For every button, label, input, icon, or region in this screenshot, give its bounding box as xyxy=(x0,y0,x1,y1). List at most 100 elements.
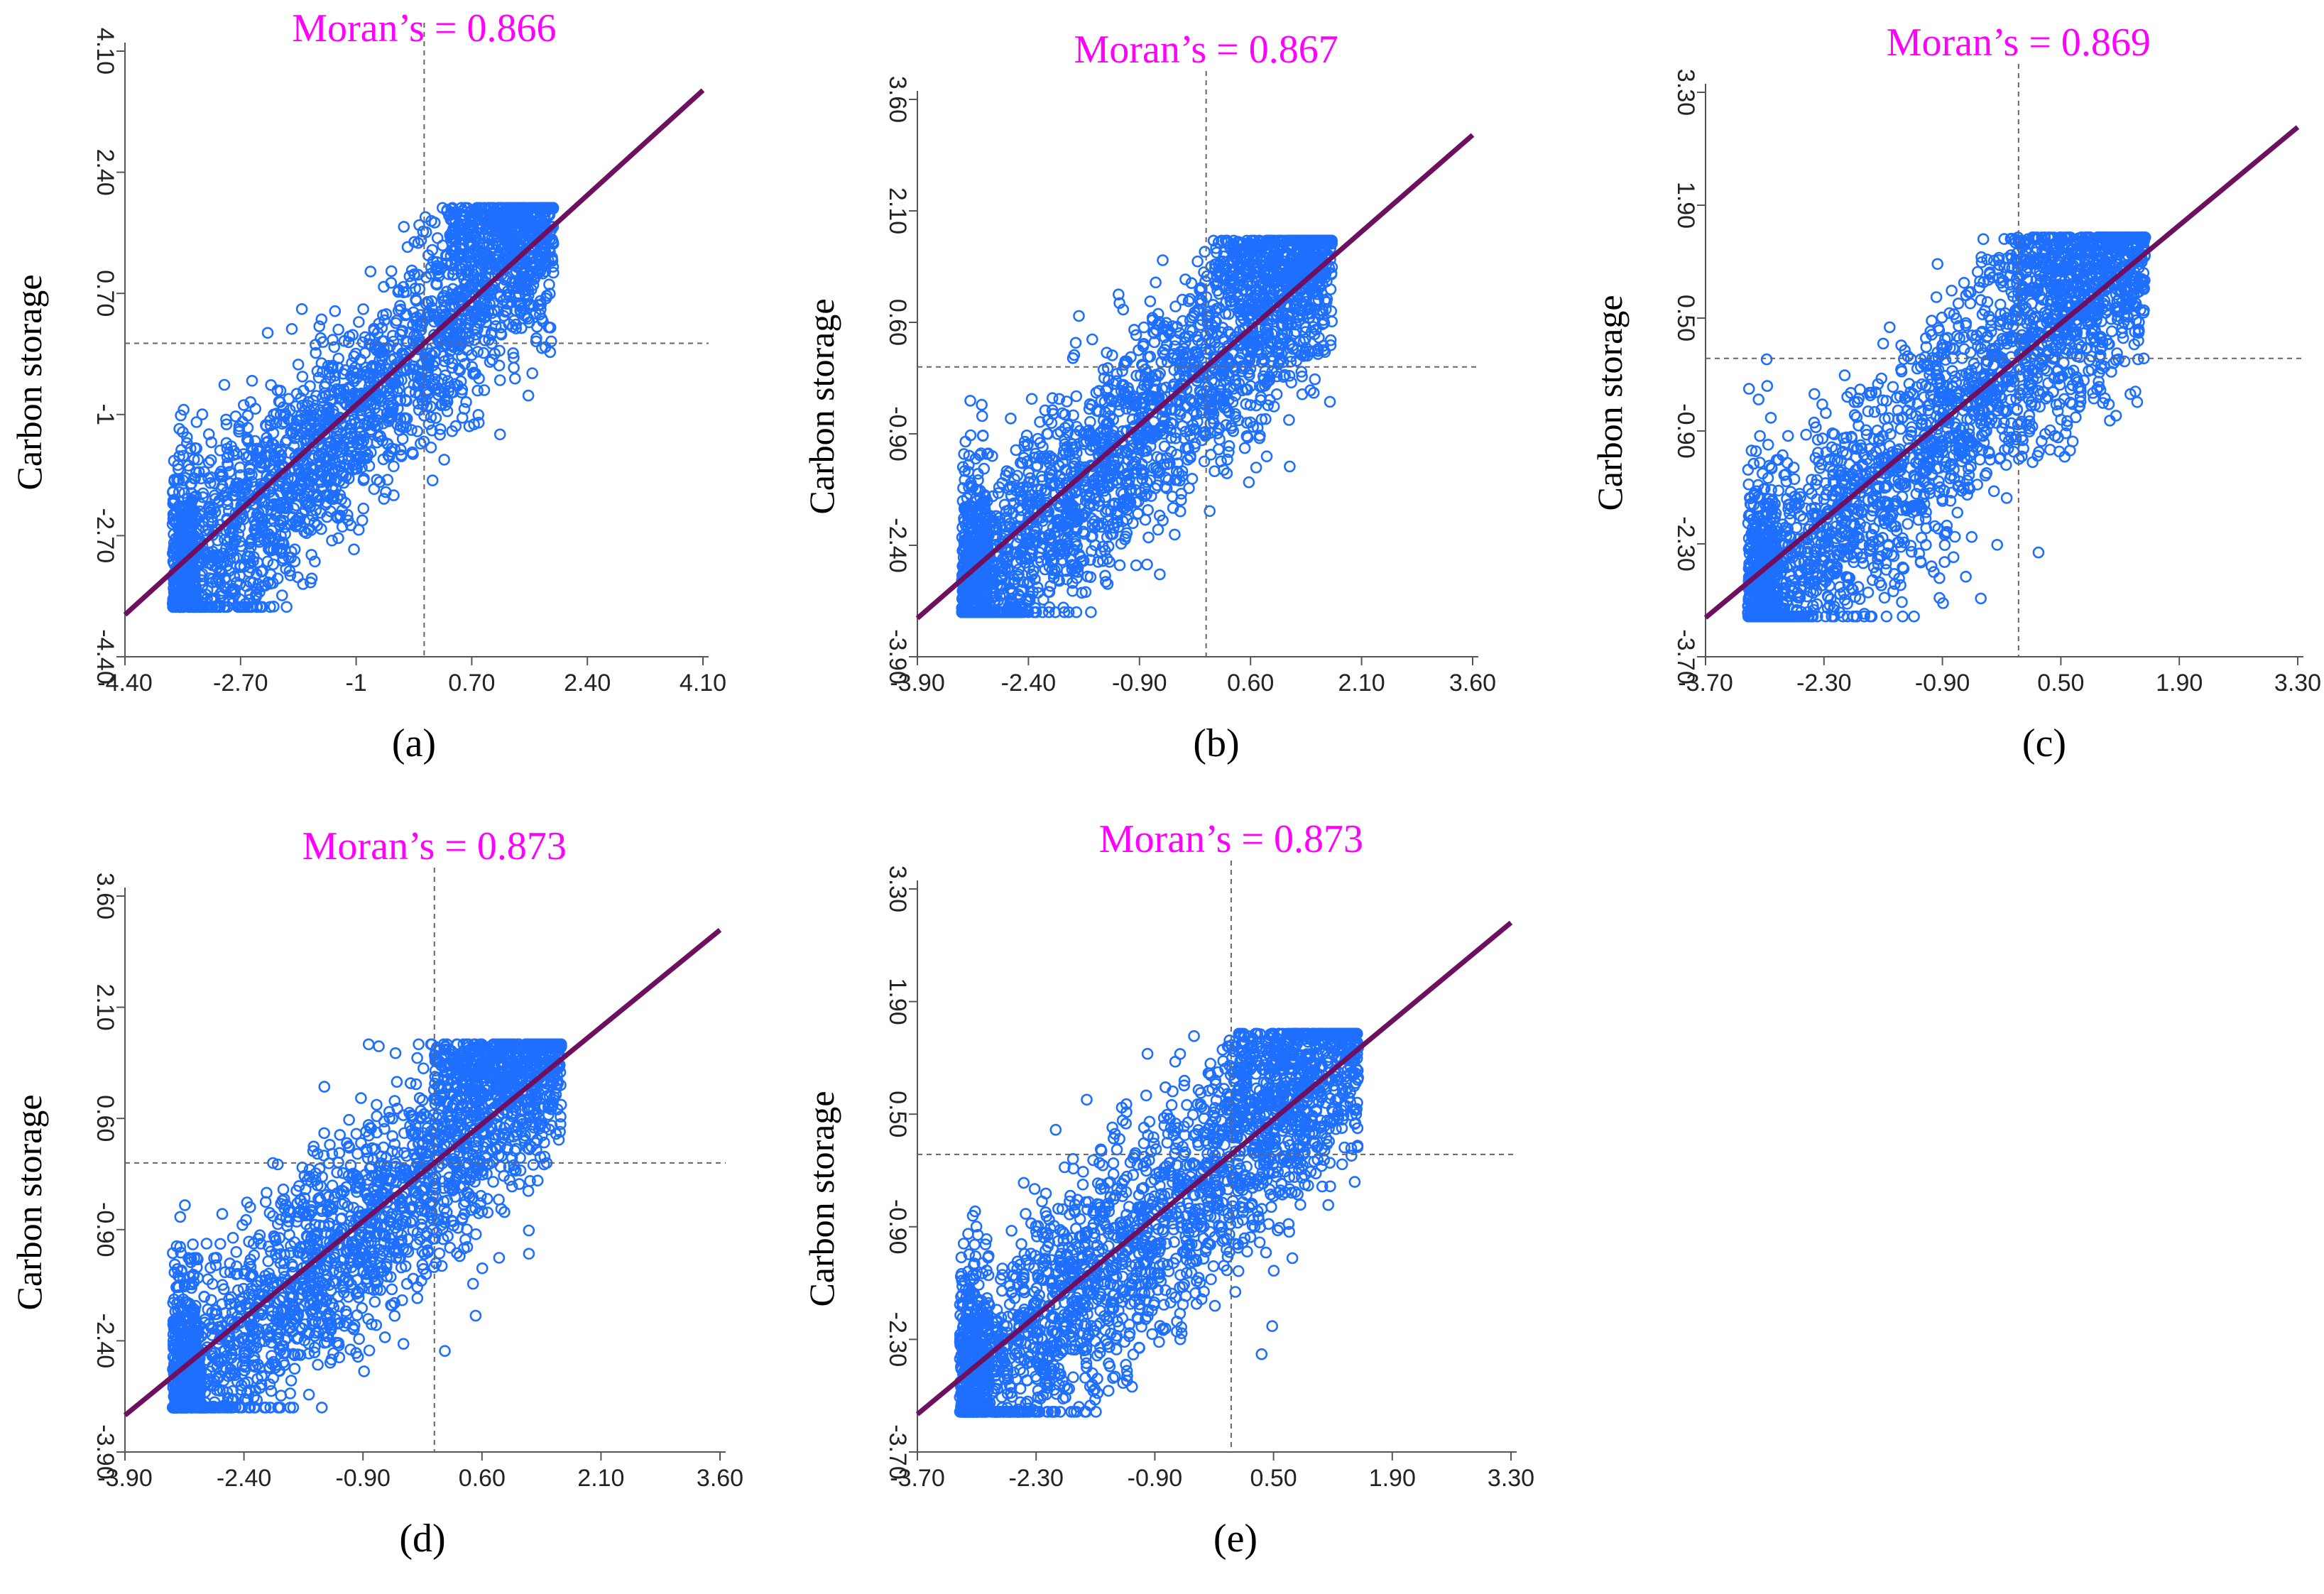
y-tick-label: -2.70 xyxy=(92,508,119,564)
data-point xyxy=(1284,462,1294,471)
data-point xyxy=(1155,569,1164,579)
data-point xyxy=(277,591,287,601)
data-point xyxy=(359,304,369,314)
x-tick-label: 3.60 xyxy=(1449,670,1496,697)
data-point xyxy=(1071,338,1081,348)
data-point xyxy=(1011,445,1021,455)
data-point xyxy=(176,445,186,455)
data-point xyxy=(287,324,297,334)
data-point xyxy=(1074,311,1084,321)
data-point xyxy=(1145,296,1155,306)
data-point xyxy=(1169,530,1179,540)
y-tick-label: 4.10 xyxy=(92,28,119,75)
x-tick-label: -2.40 xyxy=(1001,670,1057,697)
data-point xyxy=(1086,607,1096,617)
data-point xyxy=(473,386,483,395)
data-point xyxy=(462,397,471,407)
data-point xyxy=(1158,256,1168,266)
data-point xyxy=(1272,389,1282,399)
data-point xyxy=(334,533,344,543)
y-tick-label: -3.90 xyxy=(884,629,911,684)
data-point xyxy=(1071,391,1081,401)
chart-title: Moran’s = 0.866 xyxy=(292,6,556,50)
data-point xyxy=(1133,508,1143,518)
data-point xyxy=(427,476,437,486)
y-tick-label: 0.60 xyxy=(884,299,911,346)
data-point xyxy=(1027,394,1037,404)
data-point xyxy=(219,380,229,390)
data-point xyxy=(204,458,214,468)
data-point xyxy=(1052,429,1062,439)
data-point xyxy=(977,400,987,410)
data-point xyxy=(479,348,489,358)
data-point xyxy=(1144,533,1154,542)
y-tick-label: -0.90 xyxy=(884,406,911,462)
data-point xyxy=(495,376,505,386)
data-point xyxy=(1284,415,1294,425)
data-point xyxy=(386,266,396,276)
data-point xyxy=(1142,559,1152,569)
data-point xyxy=(426,442,436,452)
data-point xyxy=(1087,334,1097,344)
data-point xyxy=(1200,247,1210,257)
data-point xyxy=(523,391,533,400)
data-point xyxy=(546,337,556,346)
data-point xyxy=(1240,443,1250,453)
y-tick-label: -1 xyxy=(92,404,119,425)
data-point xyxy=(442,406,452,416)
data-point xyxy=(247,376,257,386)
data-point xyxy=(1244,477,1254,487)
data-point xyxy=(293,359,303,369)
data-point xyxy=(440,454,449,464)
data-point xyxy=(398,434,408,444)
data-point xyxy=(282,602,292,612)
data-point xyxy=(379,494,389,504)
data-point xyxy=(403,242,413,252)
data-point xyxy=(1115,560,1125,570)
scatter-points xyxy=(168,203,558,612)
data-point xyxy=(298,371,307,381)
data-point xyxy=(1005,413,1015,423)
data-point xyxy=(510,373,520,383)
x-tick-label: 0.70 xyxy=(448,670,495,697)
data-point xyxy=(495,430,505,440)
data-point xyxy=(366,266,376,276)
data-point xyxy=(977,411,987,421)
data-point xyxy=(354,317,364,327)
x-tick-label: 2.40 xyxy=(564,670,611,697)
data-point xyxy=(349,545,359,555)
x-tick-label: -1 xyxy=(345,670,366,697)
data-point xyxy=(231,411,241,421)
data-point xyxy=(1151,278,1161,288)
x-tick-label: -0.90 xyxy=(1112,670,1167,697)
data-point xyxy=(485,357,495,367)
data-point xyxy=(297,304,307,314)
data-point xyxy=(413,427,422,437)
data-point xyxy=(1139,322,1149,332)
y-tick-label: -2.40 xyxy=(884,518,911,573)
data-point xyxy=(369,484,379,494)
data-point xyxy=(359,503,369,513)
y-tick-label: -4.40 xyxy=(92,629,119,684)
data-point xyxy=(357,515,367,525)
data-point xyxy=(334,324,344,334)
data-point xyxy=(1262,452,1272,462)
data-point xyxy=(961,437,971,447)
y-axis-label: Carbon storage xyxy=(9,274,49,490)
data-point xyxy=(509,363,519,373)
data-point xyxy=(327,535,337,545)
y-tick-label: 2.40 xyxy=(92,149,119,196)
y-tick-label: 0.70 xyxy=(92,270,119,317)
x-tick-label: -2.70 xyxy=(213,670,268,697)
data-point xyxy=(330,306,340,316)
x-tick-label: 2.10 xyxy=(1338,670,1385,697)
data-point xyxy=(399,222,409,231)
scatter-points xyxy=(957,236,1337,617)
x-tick-label: 4.10 xyxy=(680,670,726,697)
panel-label: (a) xyxy=(392,721,436,765)
y-tick-label: 2.10 xyxy=(884,187,911,234)
